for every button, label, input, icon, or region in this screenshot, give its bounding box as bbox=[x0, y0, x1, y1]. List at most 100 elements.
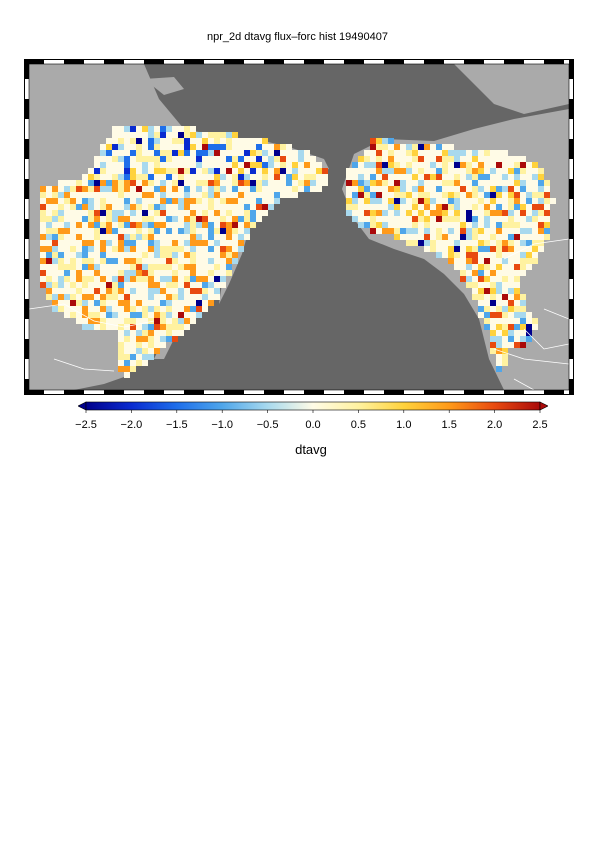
data-cell bbox=[40, 204, 46, 210]
data-cell bbox=[538, 192, 544, 198]
data-cell bbox=[142, 180, 148, 186]
data-cell bbox=[520, 222, 526, 228]
data-cell bbox=[88, 264, 94, 270]
data-cell bbox=[148, 186, 154, 192]
data-cell bbox=[220, 132, 226, 138]
data-cell bbox=[142, 342, 148, 348]
data-cell bbox=[298, 162, 304, 168]
data-cell bbox=[256, 186, 262, 192]
data-cell bbox=[190, 162, 196, 168]
data-cell bbox=[412, 234, 418, 240]
data-cell bbox=[112, 150, 118, 156]
data-cell bbox=[496, 216, 502, 222]
data-cell bbox=[430, 144, 436, 150]
data-cell bbox=[142, 228, 148, 234]
data-cell bbox=[178, 258, 184, 264]
data-cell bbox=[418, 240, 424, 246]
data-cell bbox=[352, 180, 358, 186]
data-cell bbox=[112, 174, 118, 180]
data-cell bbox=[262, 174, 268, 180]
data-cell bbox=[352, 174, 358, 180]
colorbar-tick-marks bbox=[85, 410, 541, 413]
data-cell bbox=[454, 150, 460, 156]
data-cell bbox=[202, 228, 208, 234]
data-cell bbox=[172, 336, 178, 342]
data-cell bbox=[184, 180, 190, 186]
data-cell bbox=[40, 276, 46, 282]
frame-segment bbox=[24, 59, 44, 64]
land-arctic-islands-asia bbox=[84, 69, 184, 95]
data-cell bbox=[352, 210, 358, 216]
data-cell bbox=[112, 180, 118, 186]
data-cell bbox=[538, 186, 544, 192]
data-cell bbox=[496, 162, 502, 168]
data-cell bbox=[532, 210, 538, 216]
data-cell bbox=[394, 234, 400, 240]
data-cell bbox=[454, 156, 460, 162]
data-cell bbox=[88, 240, 94, 246]
data-cell bbox=[202, 276, 208, 282]
data-cell bbox=[166, 156, 172, 162]
data-cell bbox=[160, 258, 166, 264]
data-cell bbox=[310, 186, 316, 192]
frame-segment bbox=[484, 59, 504, 64]
frame-segment bbox=[244, 390, 264, 395]
colorbar-tick-label: −0.5 bbox=[256, 419, 279, 431]
data-cell bbox=[298, 186, 304, 192]
data-cell bbox=[58, 222, 64, 228]
data-cell bbox=[112, 306, 118, 312]
data-cell bbox=[58, 186, 64, 192]
data-cell bbox=[394, 192, 400, 198]
data-cell bbox=[76, 282, 82, 288]
data-cell bbox=[364, 156, 370, 162]
data-cell bbox=[160, 132, 166, 138]
data-cell bbox=[508, 342, 514, 348]
data-cell bbox=[280, 180, 286, 186]
data-cell bbox=[118, 330, 124, 336]
data-cell bbox=[82, 216, 88, 222]
data-cell bbox=[484, 162, 490, 168]
data-cell bbox=[268, 162, 274, 168]
data-cell bbox=[130, 180, 136, 186]
data-cell bbox=[226, 144, 232, 150]
data-cell bbox=[352, 162, 358, 168]
data-cell bbox=[484, 180, 490, 186]
data-cell bbox=[490, 228, 496, 234]
data-cell bbox=[214, 210, 220, 216]
data-cell bbox=[64, 186, 70, 192]
data-cell bbox=[238, 204, 244, 210]
data-cell bbox=[364, 186, 370, 192]
data-cell bbox=[358, 192, 364, 198]
data-cell bbox=[76, 222, 82, 228]
data-cell bbox=[52, 258, 58, 264]
data-cell bbox=[148, 240, 154, 246]
data-cell bbox=[394, 174, 400, 180]
data-cell bbox=[94, 204, 100, 210]
data-cell bbox=[154, 222, 160, 228]
data-cell bbox=[166, 228, 172, 234]
data-cell bbox=[76, 198, 82, 204]
data-cell bbox=[124, 132, 130, 138]
data-cell bbox=[400, 144, 406, 150]
data-cell bbox=[130, 312, 136, 318]
data-cell bbox=[100, 174, 106, 180]
data-cell bbox=[154, 282, 160, 288]
frame-segment bbox=[569, 299, 574, 319]
data-cell bbox=[88, 222, 94, 228]
data-cell bbox=[472, 210, 478, 216]
data-cell bbox=[532, 216, 538, 222]
data-cell bbox=[106, 138, 112, 144]
data-cell bbox=[292, 168, 298, 174]
data-cell bbox=[202, 192, 208, 198]
data-cell bbox=[382, 150, 388, 156]
data-cell bbox=[190, 222, 196, 228]
data-cell bbox=[76, 258, 82, 264]
data-cell bbox=[106, 222, 112, 228]
data-cell bbox=[154, 336, 160, 342]
frame-segment bbox=[424, 59, 444, 64]
data-cell bbox=[136, 228, 142, 234]
data-cell bbox=[238, 228, 244, 234]
frame-segment bbox=[64, 59, 84, 64]
data-cell bbox=[478, 282, 484, 288]
data-cell bbox=[430, 234, 436, 240]
